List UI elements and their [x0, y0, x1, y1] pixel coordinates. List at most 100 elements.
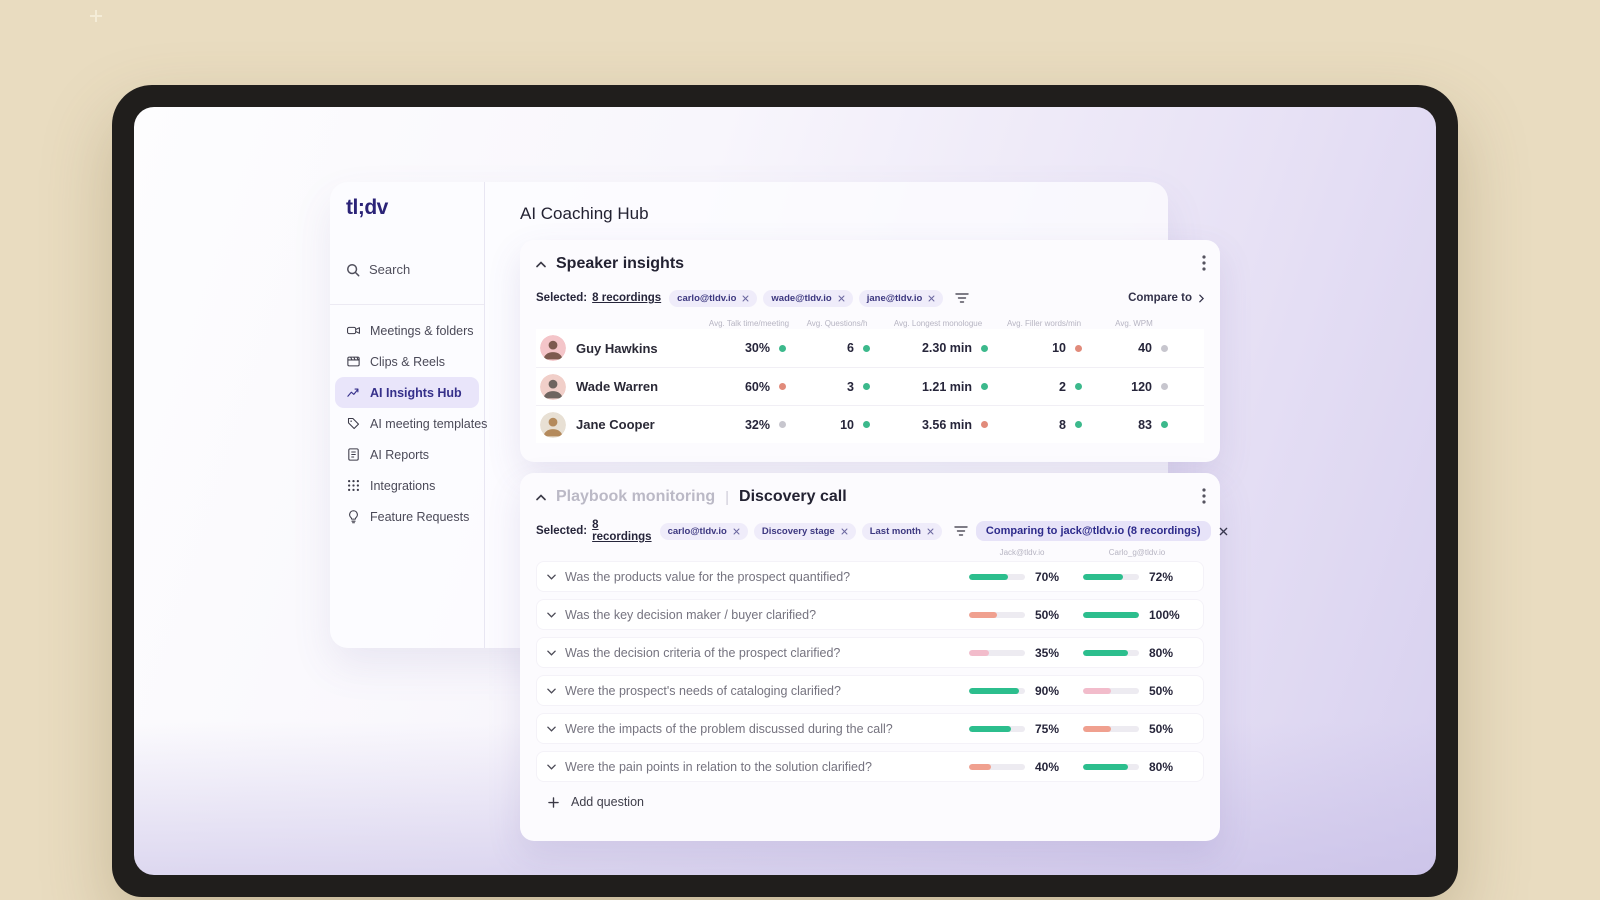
status-dot-green — [779, 344, 786, 352]
clapperboard-icon — [346, 354, 361, 369]
speaker-table-header: Avg. Talk time/meeting Avg. Questions/h Av… — [536, 317, 1204, 329]
speaker-row-jane-cooper[interactable]: Jane Cooper 32% 10 3.56 min 8 83 — [536, 405, 1204, 443]
chevron-down-icon[interactable] — [547, 612, 556, 618]
video-camera-icon — [346, 323, 361, 338]
playbook-filter-chips: carlo@tldv.io Discovery stage Last month — [659, 522, 942, 540]
status-dot-gray — [779, 421, 786, 428]
chevron-down-icon[interactable] — [547, 574, 556, 580]
playbook-questions-list: Was the products value for the prospect … — [536, 561, 1204, 782]
collapse-chevron-up-icon[interactable] — [536, 260, 546, 268]
collapse-chevron-up-icon[interactable] — [536, 493, 546, 501]
filter-chip-discovery-stage[interactable]: Discovery stage — [753, 522, 856, 540]
kebab-menu-icon[interactable] — [1202, 255, 1206, 276]
progress-percent: 90% — [1035, 683, 1060, 698]
column-label-jack: Jack@tldv.io — [999, 547, 1045, 557]
status-dot-red — [1075, 344, 1082, 352]
progress-bar-track — [1083, 763, 1139, 770]
status-dot-gray — [1161, 344, 1168, 352]
column-label-carlo: Carlo_g@tldv.io — [1108, 547, 1166, 557]
comparing-to-pill[interactable]: Comparing to jack@tldv.io (8 recordings) — [975, 521, 1211, 541]
progress-bar-track — [969, 687, 1025, 694]
tldv-logo: tl;dv — [346, 196, 388, 219]
remove-chip-icon[interactable] — [733, 528, 740, 535]
filter-chip-last-month[interactable]: Last month — [861, 522, 942, 540]
remove-chip-icon[interactable] — [742, 295, 749, 302]
filter-chip-carlo-tldv-io[interactable]: carlo@tldv.io — [659, 522, 748, 540]
kebab-menu-icon[interactable] — [1202, 488, 1206, 509]
sidebar-item-ai-insights-hub[interactable]: AI Insights Hub — [335, 377, 479, 408]
speaker-row-guy-hawkins[interactable]: Guy Hawkins 30% 6 2.30 min 10 40 — [536, 329, 1204, 367]
remove-chip-icon[interactable] — [928, 295, 935, 302]
speaker-table: Guy Hawkins 30% 6 2.30 min 10 40 Wade Warren… — [536, 329, 1204, 443]
add-question-button[interactable]: Add question — [536, 789, 1204, 809]
progress-bar-track — [1083, 611, 1139, 618]
chevron-down-icon[interactable] — [547, 650, 556, 656]
playbook-question-row[interactable]: Were the pain points in relation to the … — [536, 751, 1204, 782]
sidebar-item-ai-meeting-templates[interactable]: AI meeting templates — [335, 408, 487, 439]
progress-bar-track — [969, 649, 1025, 656]
progress-bar-track — [969, 725, 1025, 732]
sidebar: tl;dv Search Meetings & folders Clips & … — [330, 182, 487, 648]
sidebar-item-ai-reports[interactable]: AI Reports — [335, 439, 479, 470]
metric-value: 83 — [1096, 418, 1182, 432]
chevron-down-icon[interactable] — [547, 726, 556, 732]
status-dot-green — [981, 344, 988, 352]
progress-percent: 75% — [1035, 721, 1060, 736]
metric-value: 2.30 min — [884, 341, 1002, 355]
sidebar-item-integrations[interactable]: Integrations — [335, 470, 479, 501]
sidebar-item-feature-requests[interactable]: Feature Requests — [335, 501, 479, 532]
progress-percent: 70% — [1035, 569, 1060, 584]
sidebar-item-meetings-folders[interactable]: Meetings & folders — [335, 315, 479, 346]
filter-icon[interactable] — [954, 526, 968, 536]
plus-icon — [548, 796, 559, 808]
column-header-avg-longest-monologue: Avg. Longest monologue — [893, 318, 983, 328]
avatar — [540, 411, 566, 438]
metric-value: 40 — [1096, 341, 1182, 355]
playbook-monitoring-label: Playbook monitoring — [556, 488, 716, 505]
metric-value: 10 — [1002, 341, 1096, 355]
remove-chip-icon[interactable] — [927, 528, 934, 535]
status-dot-green — [863, 421, 870, 428]
selected-label: Selected: — [536, 292, 588, 304]
metric-value: 60% — [708, 380, 800, 394]
metric-value: 1.21 min — [884, 380, 1002, 394]
playbook-question-row[interactable]: Was the key decision maker / buyer clari… — [536, 599, 1204, 630]
status-dot-green — [1075, 383, 1082, 390]
metric-value: 8 — [1002, 418, 1096, 432]
compare-to-button[interactable]: Compare to — [1128, 292, 1204, 304]
trend-chart-icon — [346, 385, 361, 400]
playbook-question-row[interactable]: Were the prospect's needs of cataloging … — [536, 675, 1204, 706]
metric-value: 3.56 min — [884, 418, 1002, 432]
recordings-count-link[interactable]: 8 recordings — [592, 292, 662, 304]
progress-bar-track — [1083, 573, 1139, 580]
filter-chip-carlo-tldv-io[interactable]: carlo@tldv.io — [669, 289, 758, 307]
clear-comparison-icon[interactable] — [1219, 527, 1228, 536]
recordings-count-link[interactable]: 8 recordings — [592, 519, 652, 543]
chevron-down-icon[interactable] — [547, 688, 556, 694]
speaker-row-wade-warren[interactable]: Wade Warren 60% 3 1.21 min 2 120 — [536, 367, 1204, 405]
column-header-avg-questions-h: Avg. Questions/h — [806, 318, 868, 328]
column-header-avg-talk-time-meeting: Avg. Talk time/meeting — [708, 318, 790, 328]
remove-chip-icon[interactable] — [841, 528, 848, 535]
remove-chip-icon[interactable] — [838, 295, 845, 302]
column-header-avg-wpm: Avg. WPM — [1115, 318, 1153, 328]
sidebar-nav: Meetings & folders Clips & Reels AI Insi… — [330, 315, 487, 532]
grid-dots-icon — [346, 478, 361, 493]
filter-icon[interactable] — [955, 293, 969, 303]
progress-percent: 50% — [1149, 721, 1174, 736]
metric-value: 10 — [800, 418, 884, 432]
status-dot-green — [1161, 421, 1168, 428]
filter-chip-wade-tldv-io[interactable]: wade@tldv.io — [763, 289, 853, 307]
status-dot-red — [779, 383, 786, 390]
status-dot-red — [981, 421, 988, 428]
sidebar-item-clips-reels[interactable]: Clips & Reels — [335, 346, 479, 377]
playbook-question-row[interactable]: Was the products value for the prospect … — [536, 561, 1204, 592]
chevron-right-icon — [1199, 294, 1204, 302]
chevron-down-icon[interactable] — [547, 764, 556, 770]
progress-bar-track — [1083, 649, 1139, 656]
search-button[interactable]: Search — [346, 262, 410, 277]
filter-chip-jane-tldv-io[interactable]: jane@tldv.io — [858, 289, 944, 307]
laptop-frame: tl;dv Search Meetings & folders Clips & … — [112, 85, 1458, 897]
playbook-question-row[interactable]: Were the impacts of the problem discusse… — [536, 713, 1204, 744]
playbook-question-row[interactable]: Was the decision criteria of the prospec… — [536, 637, 1204, 668]
